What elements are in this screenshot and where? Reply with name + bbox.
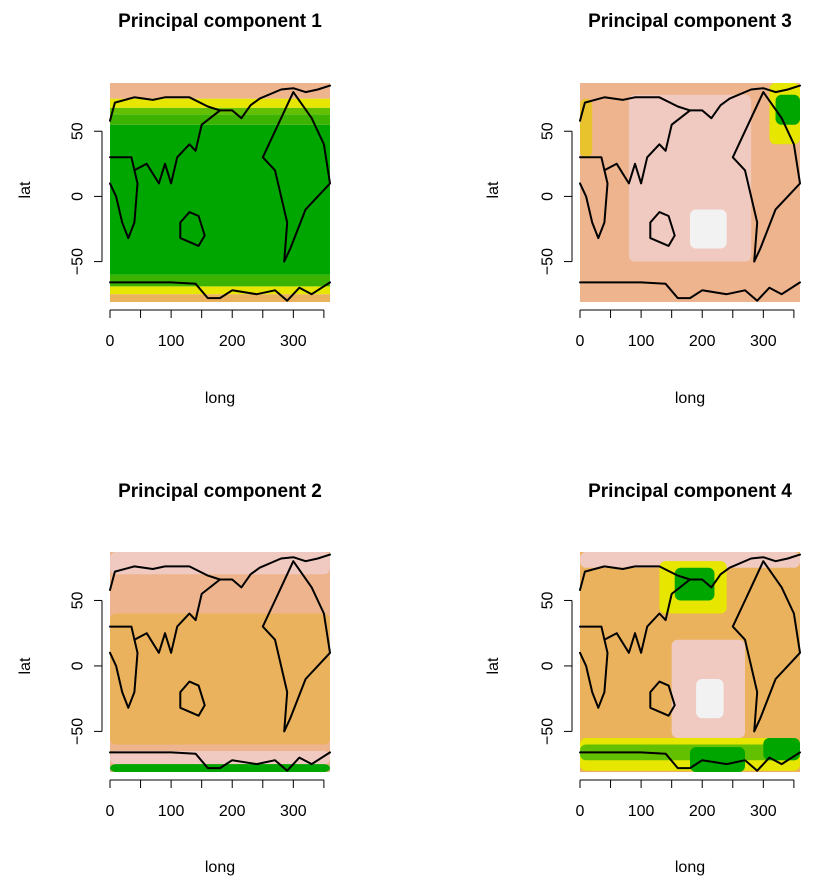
y-tick-label: 0	[70, 661, 87, 670]
y-tick-label: 50	[70, 122, 87, 140]
coastline	[579, 553, 801, 591]
coastline	[109, 553, 331, 591]
x-tick-label: 200	[689, 803, 716, 820]
heatmap-region	[690, 747, 745, 772]
y-tick-label: 0	[540, 192, 557, 201]
heatmap-band	[110, 98, 330, 108]
x-tick-label: 0	[106, 333, 115, 350]
heatmap-band	[110, 286, 330, 295]
x-tick-label: 100	[158, 803, 185, 820]
coastline	[179, 211, 206, 247]
heatmap-region	[763, 737, 800, 761]
panel-principal-component-1: Principal component 1 lat long 0 100 200 30…	[17, 11, 331, 407]
coastline	[261, 91, 331, 263]
coastline	[133, 109, 221, 185]
heatmap-cells	[110, 552, 330, 772]
heatmap-region	[690, 209, 727, 249]
heatmap-region	[580, 98, 593, 158]
coastline	[579, 84, 801, 122]
panel-principal-component-3: Principal component 3 lat long 0 100 200 30…	[485, 11, 801, 407]
heatmap-region	[580, 552, 800, 568]
heatmap-cells	[110, 83, 330, 302]
coastline	[579, 281, 801, 302]
panel-principal-component-4: Principal component 4 lat long 0 100 200 30…	[485, 481, 801, 876]
x-tick-label: 200	[689, 333, 716, 350]
y-tick-label: 50	[540, 591, 557, 609]
coastline	[579, 625, 609, 709]
x-tick-label: 300	[280, 333, 307, 350]
coastlines	[109, 84, 331, 302]
heatmap-region	[775, 94, 800, 125]
y-tick-label: 50	[70, 591, 87, 609]
heatmap-band	[110, 83, 330, 99]
heatmap-cells	[580, 83, 800, 302]
y-axis-title: lat	[17, 181, 34, 198]
coastline	[579, 751, 801, 772]
x-tick-label: 300	[280, 803, 307, 820]
panel-title: Principal component 2	[118, 481, 322, 502]
coastline	[603, 578, 691, 654]
coastline	[109, 84, 331, 122]
x-axis-title: long	[675, 859, 705, 876]
coastline	[649, 211, 676, 247]
panel-title: Principal component 3	[588, 11, 792, 32]
y-tick-label: 50	[540, 122, 557, 140]
y-axis-title: lat	[485, 181, 502, 198]
axes: 0 100 200 300 −50 0 50	[540, 122, 795, 350]
coastline	[109, 156, 139, 240]
panel-title: Principal component 4	[588, 481, 792, 502]
x-axis-title: long	[205, 859, 235, 876]
y-tick-label: −50	[540, 718, 557, 745]
x-tick-label: 0	[576, 803, 585, 820]
y-tick-label: −50	[540, 248, 557, 275]
x-tick-label: 200	[219, 333, 246, 350]
heatmap-region	[674, 567, 715, 601]
coastline	[109, 751, 331, 772]
coastlines	[109, 553, 331, 772]
coastline	[179, 680, 206, 717]
coastlines	[579, 84, 801, 302]
coastline	[603, 109, 691, 185]
coastlines	[579, 553, 801, 772]
axes: 0 100 200 300 −50 0 50	[70, 591, 325, 820]
panel-title: Principal component 1	[118, 11, 322, 32]
coastline	[133, 578, 221, 654]
heatmap-region	[110, 552, 330, 575]
y-axis-title: lat	[17, 657, 34, 674]
x-tick-label: 300	[750, 333, 777, 350]
heatmap-region	[696, 679, 724, 719]
heatmap-region	[110, 613, 330, 745]
coastline	[109, 281, 331, 302]
coastline	[731, 560, 801, 733]
y-tick-label: 0	[70, 192, 87, 201]
y-tick-label: −50	[70, 248, 87, 275]
axes: 0 100 200 300 −50 0 50	[70, 122, 325, 350]
x-tick-label: 100	[628, 803, 655, 820]
x-tick-label: 100	[628, 333, 655, 350]
heatmap-band	[110, 114, 330, 125]
x-tick-label: 100	[158, 333, 185, 350]
panel-principal-component-2: Principal component 2 lat long 0 100 200 30…	[17, 481, 331, 876]
x-tick-label: 0	[576, 333, 585, 350]
y-tick-label: 0	[540, 661, 557, 670]
y-axis-title: lat	[485, 657, 502, 674]
coastline	[731, 91, 801, 263]
heatmap-band	[110, 274, 330, 287]
coastline	[261, 560, 331, 733]
heatmap-cells	[580, 552, 800, 772]
y-tick-label: −50	[70, 718, 87, 745]
coastline	[109, 625, 139, 709]
x-tick-label: 0	[106, 803, 115, 820]
x-tick-label: 200	[219, 803, 246, 820]
heatmap-band	[110, 124, 330, 275]
axes: 0 100 200 300 −50 0 50	[540, 591, 795, 820]
x-axis-title: long	[675, 390, 705, 407]
coastline	[649, 680, 676, 717]
x-axis-title: long	[205, 390, 235, 407]
coastline	[579, 156, 609, 240]
x-tick-label: 300	[750, 803, 777, 820]
